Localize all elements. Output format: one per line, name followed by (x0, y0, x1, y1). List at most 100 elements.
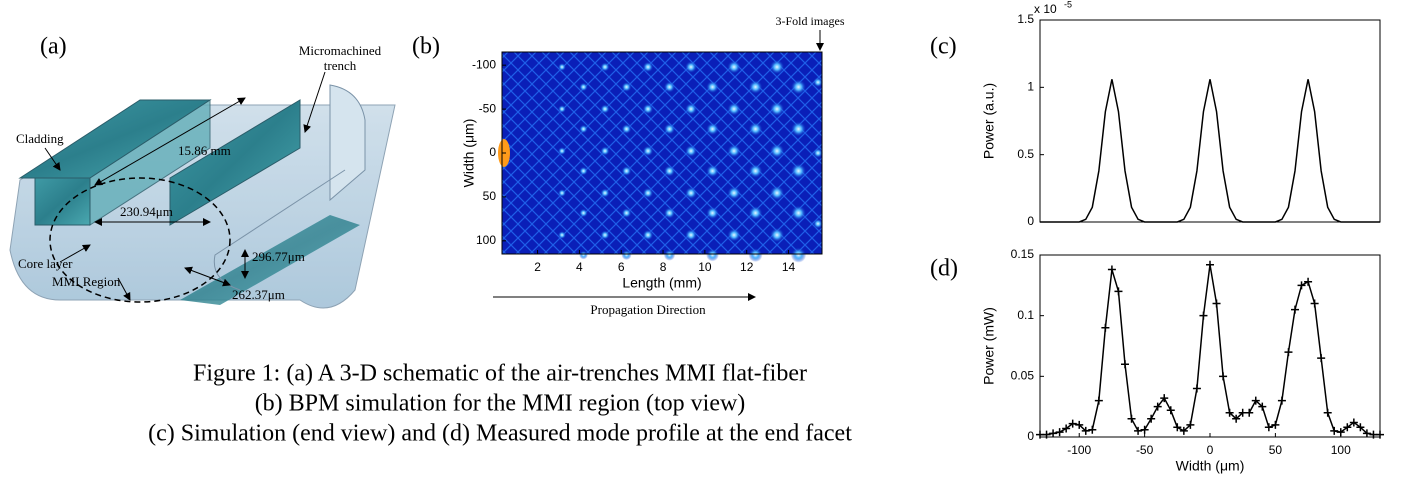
marker (1297, 281, 1306, 290)
marker (1277, 396, 1286, 405)
data-line (1040, 79, 1380, 223)
marker (1304, 277, 1313, 286)
annotation: 230.94μm (120, 204, 173, 219)
marker (1284, 348, 1293, 357)
y-axis-label: Width (μm) (461, 119, 477, 188)
x-tick-label: 0 (1207, 443, 1214, 457)
spot (748, 248, 763, 262)
spot (663, 207, 676, 219)
spot (621, 124, 632, 134)
marker (1160, 394, 1169, 403)
spot (685, 229, 697, 241)
spot (790, 247, 807, 263)
y-multiplier: x 10 (1034, 2, 1057, 16)
annotation: 3-Fold images (776, 14, 845, 28)
marker (1094, 396, 1103, 405)
spot (727, 186, 741, 200)
spot (558, 105, 566, 113)
marker (1225, 408, 1234, 417)
spot (685, 187, 697, 199)
spot (790, 205, 807, 221)
spot (642, 145, 654, 157)
marker (1049, 429, 1058, 438)
frame (1039, 19, 1381, 223)
marker (1186, 420, 1195, 429)
y-tick-label: -50 (479, 101, 497, 115)
marker (1291, 305, 1299, 314)
marker (1349, 418, 1358, 427)
marker (1166, 406, 1175, 415)
marker (1134, 426, 1143, 435)
marker (1264, 423, 1273, 432)
marker (1212, 299, 1221, 308)
panel-label: (d) (930, 256, 958, 282)
y-tick-label: 0 (1027, 429, 1034, 443)
spot (600, 62, 610, 72)
spot (706, 164, 719, 178)
y-tick-label: 0 (489, 145, 496, 159)
x-tick-label: 12 (740, 260, 754, 274)
marker (1101, 323, 1110, 332)
spot (558, 231, 566, 239)
marker (1219, 372, 1228, 381)
spot (663, 123, 676, 135)
spot (790, 79, 807, 95)
spot (579, 124, 588, 134)
marker (1042, 430, 1051, 439)
spot (748, 164, 763, 178)
spot (790, 121, 807, 137)
marker (1330, 426, 1339, 435)
spot (579, 166, 588, 176)
heatmap-image (502, 52, 822, 254)
x-tick-label: 2 (534, 260, 541, 274)
y-tick-label: 1.5 (1017, 12, 1034, 26)
marker (1173, 423, 1182, 432)
spot (748, 122, 763, 136)
spot (579, 82, 588, 92)
marker (1251, 396, 1260, 405)
marker (1107, 265, 1116, 274)
x-tick-label: -100 (1067, 443, 1091, 457)
x-tick-label: 6 (618, 260, 625, 274)
spot (558, 63, 566, 71)
marker (1121, 360, 1129, 369)
output-image (813, 77, 823, 88)
annotation: Cladding (16, 131, 64, 146)
marker (1271, 420, 1280, 429)
spot (642, 229, 654, 241)
spot (685, 61, 697, 73)
y-tick-label: 1 (1027, 80, 1034, 94)
y-tick-label: 0.05 (1011, 369, 1035, 383)
marker (1068, 419, 1077, 428)
spot (706, 122, 719, 136)
x-tick-label: 10 (698, 260, 712, 274)
spot (727, 102, 741, 116)
caption: (c) Simulation (end view) and (d) Measur… (148, 421, 852, 447)
marker (1323, 408, 1332, 417)
spot (748, 80, 763, 94)
spot (663, 81, 676, 93)
data-line (1040, 264, 1380, 436)
frame (1039, 254, 1381, 438)
x-tick-label: -50 (1136, 443, 1154, 457)
marker (1081, 426, 1090, 435)
spot (748, 206, 763, 220)
spot (727, 60, 741, 74)
spot (600, 230, 610, 240)
schematic (9, 71, 396, 309)
marker (1055, 428, 1064, 437)
caption: Figure 1: (a) A 3-D schematic of the air… (193, 361, 807, 387)
y-tick-label: 100 (476, 233, 496, 247)
y-tick-label: 0.15 (1011, 247, 1035, 261)
marker (1075, 420, 1084, 429)
annotation: 15.86 mm (178, 143, 231, 158)
spot (600, 146, 610, 156)
marker (1356, 423, 1365, 432)
marker (1179, 426, 1188, 435)
spot (769, 227, 785, 243)
marker (1245, 408, 1254, 417)
marker (1199, 311, 1208, 320)
panel-label: (b) (412, 34, 440, 60)
spot (727, 144, 741, 158)
